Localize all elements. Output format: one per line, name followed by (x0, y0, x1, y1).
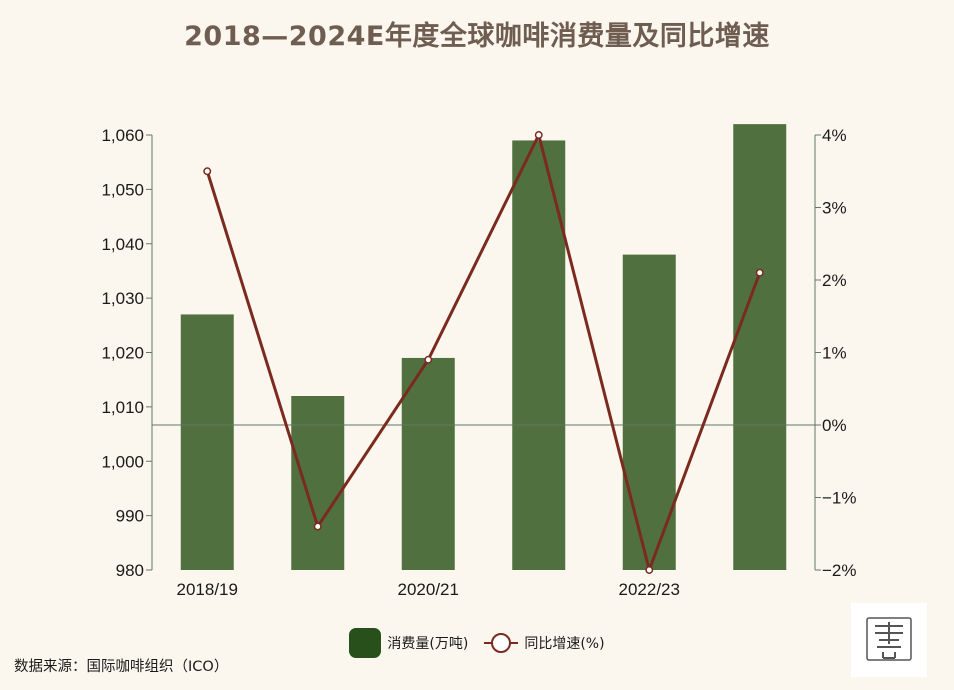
y-right-tick-label-0: −2% (822, 561, 857, 580)
x-tick-label-4: 2022/23 (619, 580, 680, 599)
y-left-tick-label-1: 990 (116, 507, 144, 526)
bar-4 (622, 254, 676, 570)
y-left-tick-label-5: 1,030 (101, 289, 144, 308)
legend-line-label: 同比增速(%) (524, 636, 605, 652)
legend: 消费量(万吨) 同比增速(%) (0, 628, 954, 658)
bar-1 (291, 396, 345, 570)
y-right-tick-label-6: 4% (822, 126, 847, 145)
bar-0 (180, 314, 234, 570)
y-left-tick-label-0: 980 (116, 561, 144, 580)
y-right-tick-label-3: 1% (822, 344, 847, 363)
y-right-tick-label-4: 2% (822, 271, 847, 290)
legend-bar-swatch (349, 628, 382, 658)
legend-item-line[interactable]: 同比增速(%) (484, 628, 605, 658)
book-seal-icon (866, 617, 912, 661)
growth-point-3 (534, 131, 543, 139)
bar-3 (512, 140, 566, 570)
growth-point-0 (203, 167, 212, 176)
bar-5 (733, 124, 787, 570)
y-right-tick-label-5: 3% (822, 199, 847, 218)
y-right-tick-label-2: 0% (822, 416, 847, 435)
y-left-tick-label-7: 1,050 (101, 180, 144, 199)
growth-point-1 (313, 522, 322, 531)
source-note: 数据来源：国际咖啡组织（ICO） (14, 659, 229, 675)
growth-point-4 (645, 566, 654, 574)
y-left-tick-label-3: 1,010 (101, 398, 144, 417)
growth-point-5 (755, 268, 764, 277)
x-tick-label-2: 2020/21 (398, 580, 459, 599)
chart-title: 2018—2024E年度全球咖啡消费量及同比增速 (184, 21, 770, 52)
legend-bar-label: 消费量(万吨) (387, 636, 469, 652)
x-tick-label-0: 2018/19 (177, 580, 238, 599)
y-left-tick-label-6: 1,040 (101, 235, 144, 254)
y-right-tick-label-1: −1% (822, 489, 857, 508)
y-left-tick-label-4: 1,020 (101, 344, 144, 363)
bar-2 (401, 357, 455, 570)
growth-point-2 (424, 355, 433, 364)
legend-line-swatch (484, 633, 519, 653)
publisher-logo (851, 603, 927, 677)
legend-item-bar[interactable]: 消费量(万吨) (349, 628, 468, 658)
y-left-tick-label-2: 1,000 (101, 452, 144, 471)
growth-line (205, 133, 762, 572)
y-left-tick-label-8: 1,060 (101, 126, 144, 145)
